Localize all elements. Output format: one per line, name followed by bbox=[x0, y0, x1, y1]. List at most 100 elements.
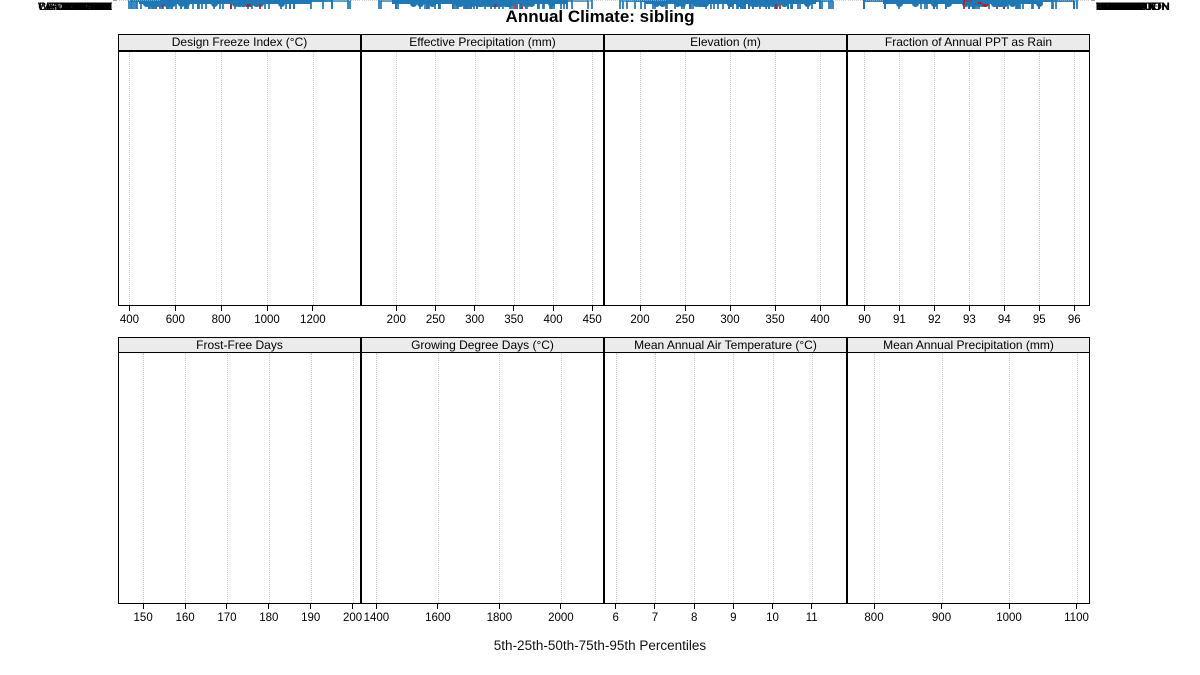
vertical-gridline bbox=[267, 52, 268, 305]
axis-tick-label: 250 bbox=[675, 314, 695, 326]
whisker-cap-high bbox=[251, 0, 254, 9]
vertical-gridline bbox=[560, 353, 562, 603]
axis-tick bbox=[312, 306, 314, 311]
whisker-cap-low bbox=[923, 0, 926, 9]
whisker-cap-high bbox=[787, 0, 790, 9]
vertical-gridline bbox=[772, 353, 774, 603]
whisker-cap-high bbox=[519, 0, 522, 9]
vertical-gridline bbox=[143, 353, 145, 603]
axis-tick-label: 1400 bbox=[363, 612, 390, 624]
vertical-gridline bbox=[874, 353, 875, 603]
row-label-left: FITCHVILLE bbox=[49, 1, 112, 13]
vertical-gridline bbox=[592, 52, 594, 305]
whisker-cap-low bbox=[644, 0, 647, 9]
median-dot bbox=[1000, 0, 1008, 7]
whisker-cap-high bbox=[514, 0, 517, 9]
row-label-right: TIRO bbox=[1096, 1, 1123, 13]
whisker-cap-high bbox=[543, 0, 546, 9]
whisker-cap-low bbox=[945, 0, 948, 9]
axis-tick bbox=[693, 604, 695, 609]
row-label-left: LURAY bbox=[76, 1, 112, 13]
panel-plot bbox=[361, 51, 604, 306]
axis-tick-label: 190 bbox=[301, 612, 321, 624]
row-label-right: MERMILL bbox=[1096, 1, 1145, 13]
axis-tick-label: 1600 bbox=[425, 612, 451, 624]
whisker-cap-high bbox=[831, 0, 834, 9]
axis-tick bbox=[142, 604, 144, 609]
axis-tick bbox=[772, 604, 774, 609]
whisker-cap-low bbox=[472, 0, 475, 9]
iqr-bar bbox=[231, 0, 269, 4]
vertical-gridline bbox=[513, 52, 515, 305]
row-label-left: FITCHVILLE bbox=[49, 1, 112, 13]
whisker-cap-low bbox=[716, 0, 719, 9]
vertical-gridline bbox=[811, 353, 813, 603]
median-dot bbox=[488, 0, 496, 7]
whisker-cap-low bbox=[633, 0, 636, 9]
iqr-bar bbox=[882, 0, 958, 4]
iqr-bar bbox=[756, 0, 785, 4]
whisker-cap-low bbox=[618, 0, 621, 9]
row-label-left: GLYNWOOD bbox=[47, 1, 112, 13]
whisker-cap-high bbox=[1051, 0, 1054, 9]
whisker-cap-high bbox=[828, 0, 830, 9]
whisker-cap-high bbox=[267, 0, 270, 9]
vertical-gridline bbox=[352, 353, 354, 603]
axis-tick bbox=[352, 604, 354, 609]
whisker-cap-high bbox=[259, 0, 262, 9]
row-label-left: BLOUNT bbox=[67, 1, 112, 13]
axis-tick bbox=[266, 306, 268, 311]
whisker-cap-low bbox=[454, 0, 457, 9]
axis-tick bbox=[552, 306, 554, 311]
vertical-gridline bbox=[730, 52, 731, 305]
axis-tick bbox=[1073, 306, 1075, 311]
axis-tick-label: 350 bbox=[504, 314, 524, 326]
axis-tick-label: 300 bbox=[720, 314, 740, 326]
axis-tick bbox=[1003, 306, 1005, 311]
whisker-cap-high bbox=[818, 0, 821, 9]
row-label-right: OSHTEMO bbox=[1096, 1, 1152, 13]
axis-tick bbox=[591, 306, 593, 311]
whisker-cap-low bbox=[971, 0, 974, 9]
whisker-cap-low bbox=[184, 0, 187, 9]
row-label-right: GLYNWOOD bbox=[1096, 1, 1161, 13]
axis-tick-label: 93 bbox=[962, 314, 976, 326]
row-label-left: WADSWORTH bbox=[38, 1, 112, 13]
panel-plot bbox=[118, 352, 361, 604]
whisker-cap-low bbox=[167, 0, 170, 9]
row-label-right: BENNINGTON bbox=[1096, 1, 1170, 13]
whisker-cap-low bbox=[967, 0, 970, 9]
row-label-right: BLOUNT bbox=[1096, 1, 1141, 13]
whisker-cap-low bbox=[933, 0, 936, 9]
axis-tick-label: 94 bbox=[997, 314, 1011, 326]
whisker-cap-low bbox=[418, 0, 421, 9]
panel-plot bbox=[847, 352, 1090, 604]
panel-plot bbox=[847, 51, 1090, 306]
vertical-gridline bbox=[654, 353, 656, 603]
whisker-cap-low bbox=[689, 0, 692, 9]
axis-tick-label: 180 bbox=[259, 612, 279, 624]
axis-tick-label: 350 bbox=[765, 314, 785, 326]
whisker-cap-high bbox=[775, 0, 778, 9]
row-label-left: RITCHEY bbox=[63, 1, 112, 13]
whisker-cap-low bbox=[196, 0, 199, 9]
axis-tick bbox=[968, 306, 970, 311]
axis-tick bbox=[873, 604, 875, 609]
whisker-cap-low bbox=[470, 0, 473, 9]
axis-tick bbox=[1076, 604, 1077, 609]
axis-tick bbox=[1008, 604, 1010, 609]
axis-tick-label: 170 bbox=[217, 612, 237, 624]
axis-tick-label: 8 bbox=[690, 612, 698, 624]
whisker-cap-low bbox=[425, 0, 428, 9]
whisker-cap-high bbox=[798, 0, 801, 9]
row-label-right: WADSWORTH bbox=[1096, 1, 1170, 13]
axis-tick-label: 1100 bbox=[1064, 612, 1089, 624]
row-tick-left bbox=[113, 0, 117, 1]
iqr-bar bbox=[971, 0, 992, 4]
whisker-cap-low bbox=[147, 0, 150, 9]
whisker-cap-low bbox=[974, 0, 977, 9]
axis-tick-label: 92 bbox=[928, 314, 941, 326]
vertical-gridline bbox=[553, 52, 555, 305]
vertical-gridline bbox=[615, 353, 617, 603]
